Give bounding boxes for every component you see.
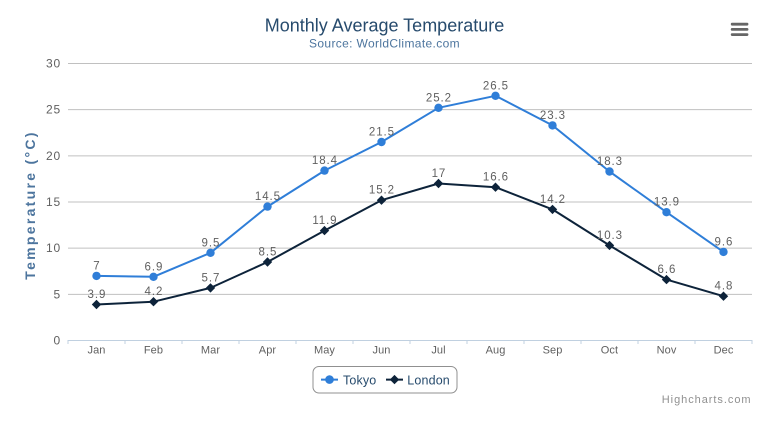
svg-text:14.2: 14.2 — [540, 194, 566, 206]
svg-text:Jul: Jul — [431, 345, 445, 357]
svg-text:8.5: 8.5 — [259, 247, 278, 259]
svg-text:Highcharts.com: Highcharts.com — [662, 394, 752, 406]
svg-text:15: 15 — [46, 195, 61, 209]
svg-text:Aug: Aug — [486, 345, 506, 357]
svg-text:5: 5 — [54, 287, 61, 301]
svg-text:6.9: 6.9 — [145, 261, 164, 273]
svg-text:15.2: 15.2 — [369, 185, 395, 197]
svg-text:3.9: 3.9 — [88, 289, 107, 301]
svg-text:17: 17 — [432, 168, 447, 180]
svg-text:Source: WorldClimate.com: Source: WorldClimate.com — [309, 37, 460, 51]
svg-text:30: 30 — [46, 57, 61, 71]
svg-text:London: London — [407, 374, 450, 388]
svg-text:Sep: Sep — [543, 345, 563, 357]
svg-text:Mar: Mar — [201, 345, 220, 357]
svg-text:Jan: Jan — [87, 345, 105, 357]
svg-text:9.5: 9.5 — [202, 237, 221, 249]
svg-text:21.5: 21.5 — [369, 127, 395, 139]
svg-text:Dec: Dec — [714, 345, 734, 357]
svg-text:10.3: 10.3 — [597, 230, 623, 242]
svg-text:Apr: Apr — [259, 345, 277, 357]
svg-text:4.2: 4.2 — [145, 286, 164, 298]
svg-text:Monthly Average Temperature: Monthly Average Temperature — [265, 16, 504, 36]
svg-text:4.8: 4.8 — [715, 281, 734, 293]
svg-text:5.7: 5.7 — [202, 272, 221, 284]
svg-text:Temperature (°C): Temperature (°C) — [22, 130, 38, 280]
svg-text:Feb: Feb — [144, 345, 163, 357]
svg-text:Tokyo: Tokyo — [343, 374, 376, 388]
svg-text:18.4: 18.4 — [312, 155, 338, 167]
svg-text:9.6: 9.6 — [715, 236, 734, 248]
svg-text:May: May — [314, 345, 335, 357]
svg-text:Jun: Jun — [372, 345, 390, 357]
svg-text:10: 10 — [46, 241, 61, 255]
svg-text:18.3: 18.3 — [597, 156, 623, 168]
svg-text:13.9: 13.9 — [654, 197, 680, 209]
svg-text:7: 7 — [93, 260, 100, 272]
svg-text:23.3: 23.3 — [540, 110, 566, 122]
svg-text:14.5: 14.5 — [255, 191, 281, 203]
svg-text:26.5: 26.5 — [483, 80, 509, 92]
svg-text:Oct: Oct — [601, 345, 618, 357]
svg-text:16.6: 16.6 — [483, 172, 509, 184]
svg-text:25.2: 25.2 — [426, 92, 452, 104]
svg-text:Nov: Nov — [657, 345, 677, 357]
svg-text:11.9: 11.9 — [312, 215, 337, 227]
svg-text:0: 0 — [54, 334, 61, 348]
svg-text:25: 25 — [46, 103, 61, 117]
svg-text:20: 20 — [46, 149, 61, 163]
svg-text:6.6: 6.6 — [658, 264, 677, 276]
